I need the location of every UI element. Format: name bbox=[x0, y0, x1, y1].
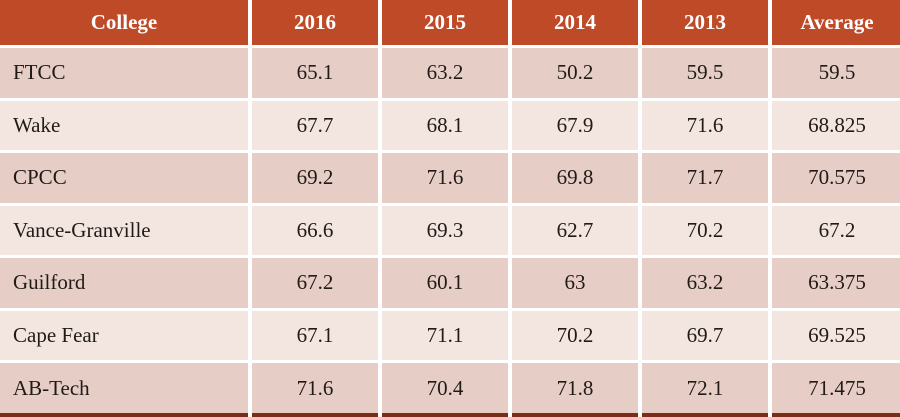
table-row: AB-Tech 71.6 70.4 71.8 72.1 71.475 bbox=[0, 360, 900, 415]
value-cell: 69.2 bbox=[248, 150, 382, 206]
value-cell: 63.2 bbox=[378, 45, 512, 101]
value-cell: 71.7 bbox=[638, 150, 772, 206]
value-cell: 60.1 bbox=[378, 255, 512, 311]
table-row: FTCC 65.1 63.2 50.2 59.5 59.5 bbox=[0, 45, 900, 101]
value-cell: 69.8 bbox=[508, 150, 642, 206]
college-cell: AB-Tech bbox=[0, 360, 252, 415]
value-cell: 71.1 bbox=[378, 307, 512, 363]
value-cell: 72.1 bbox=[638, 360, 772, 415]
value-cell: 67.7 bbox=[248, 97, 382, 153]
value-cell: 67.9 bbox=[508, 97, 642, 153]
header-cell-college: College bbox=[0, 0, 252, 47]
value-cell: 70.2 bbox=[638, 202, 772, 258]
header-row: College 2016 2015 2014 2013 Average bbox=[0, 0, 900, 47]
table-row: Guilford 67.2 60.1 63 63.2 63.375 bbox=[0, 255, 900, 311]
college-cell: Guilford bbox=[0, 255, 252, 311]
average-cell: 59.5 bbox=[768, 45, 900, 101]
average-cell: 68.825 bbox=[768, 97, 900, 153]
table-row: Vance-Granville 66.6 69.3 62.7 70.2 67.2 bbox=[0, 202, 900, 258]
header-cell-average: Average bbox=[768, 0, 900, 47]
average-cell: 71.475 bbox=[768, 360, 900, 415]
header-cell-2015: 2015 bbox=[378, 0, 512, 47]
value-cell: 63 bbox=[508, 255, 642, 311]
value-cell: 68.1 bbox=[378, 97, 512, 153]
value-cell: 66.6 bbox=[248, 202, 382, 258]
value-cell: 70.2 bbox=[508, 307, 642, 363]
value-cell: 71.8 bbox=[508, 360, 642, 415]
average-cell: 63.375 bbox=[768, 255, 900, 311]
table-row: Cape Fear 67.1 71.1 70.2 69.7 69.525 bbox=[0, 307, 900, 363]
value-cell: 71.6 bbox=[638, 97, 772, 153]
value-cell: 63.2 bbox=[638, 255, 772, 311]
table-row: Wake 67.7 68.1 67.9 71.6 68.825 bbox=[0, 97, 900, 153]
header-cell-2016: 2016 bbox=[248, 0, 382, 47]
table-row: CPCC 69.2 71.6 69.8 71.7 70.575 bbox=[0, 150, 900, 206]
average-cell: 70.575 bbox=[768, 150, 900, 206]
college-cell: Vance-Granville bbox=[0, 202, 252, 258]
value-cell: 59.5 bbox=[638, 45, 772, 101]
value-cell: 69.7 bbox=[638, 307, 772, 363]
value-cell: 67.2 bbox=[248, 255, 382, 311]
value-cell: 71.6 bbox=[378, 150, 512, 206]
average-cell: 69.525 bbox=[768, 307, 900, 363]
value-cell: 67.1 bbox=[248, 307, 382, 363]
average-cell: 67.2 bbox=[768, 202, 900, 258]
value-cell: 71.6 bbox=[248, 360, 382, 415]
header-cell-2013: 2013 bbox=[638, 0, 772, 47]
value-cell: 70.4 bbox=[378, 360, 512, 415]
college-cell: Cape Fear bbox=[0, 307, 252, 363]
college-cell: FTCC bbox=[0, 45, 252, 101]
value-cell: 65.1 bbox=[248, 45, 382, 101]
value-cell: 69.3 bbox=[378, 202, 512, 258]
header-cell-2014: 2014 bbox=[508, 0, 642, 47]
college-cell: Wake bbox=[0, 97, 252, 153]
value-cell: 62.7 bbox=[508, 202, 642, 258]
college-cell: CPCC bbox=[0, 150, 252, 206]
value-cell: 50.2 bbox=[508, 45, 642, 101]
